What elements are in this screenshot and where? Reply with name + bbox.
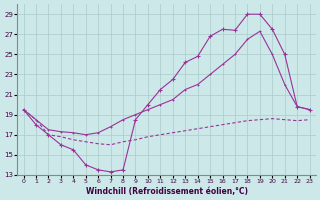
X-axis label: Windchill (Refroidissement éolien,°C): Windchill (Refroidissement éolien,°C) <box>85 187 248 196</box>
